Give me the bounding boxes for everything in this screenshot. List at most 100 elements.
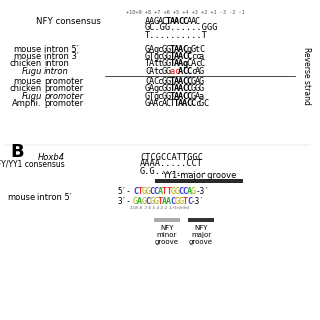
Text: T: T bbox=[170, 99, 175, 108]
Text: C: C bbox=[187, 99, 192, 108]
Text: C: C bbox=[150, 188, 155, 196]
Text: C: C bbox=[154, 188, 159, 196]
Text: intron 5′: intron 5′ bbox=[44, 44, 79, 53]
Text: C: C bbox=[187, 197, 192, 206]
Text: C: C bbox=[182, 77, 188, 86]
Text: c: c bbox=[157, 92, 163, 101]
Text: A: A bbox=[178, 67, 183, 76]
Text: -3: -3 bbox=[160, 206, 164, 210]
Text: C: C bbox=[166, 99, 171, 108]
Text: T: T bbox=[166, 17, 171, 26]
Text: G: G bbox=[145, 99, 150, 108]
Text: T: T bbox=[170, 52, 175, 61]
Text: G: G bbox=[174, 197, 180, 206]
Text: mouse: mouse bbox=[7, 193, 35, 202]
Text: -6: -6 bbox=[148, 206, 152, 210]
Text: A: A bbox=[178, 60, 183, 68]
Text: mouse: mouse bbox=[14, 44, 42, 53]
Text: NFY/YY1 consensus: NFY/YY1 consensus bbox=[0, 159, 65, 169]
Text: A: A bbox=[178, 52, 183, 61]
Text: G: G bbox=[170, 188, 175, 196]
Text: c: c bbox=[157, 52, 163, 61]
Text: -9: -9 bbox=[135, 206, 139, 210]
Text: -3′: -3′ bbox=[195, 188, 209, 196]
Text: A: A bbox=[187, 17, 192, 26]
Text: t: t bbox=[195, 44, 200, 53]
Text: B: B bbox=[10, 143, 24, 161]
Text: NFY
major
groove: NFY major groove bbox=[189, 225, 213, 245]
Text: A: A bbox=[149, 17, 155, 26]
Text: G: G bbox=[166, 92, 171, 101]
Text: -2: -2 bbox=[164, 206, 168, 210]
Text: Amphi.: Amphi. bbox=[12, 99, 42, 108]
Text: G: G bbox=[195, 84, 200, 93]
Text: intron 5′: intron 5′ bbox=[37, 193, 72, 202]
Text: -1: -1 bbox=[168, 206, 172, 210]
Text: A: A bbox=[174, 17, 179, 26]
Text: g: g bbox=[182, 60, 188, 68]
Text: A: A bbox=[149, 60, 155, 68]
Text: -5: -5 bbox=[152, 206, 156, 210]
Text: G.G..........: G.G.......... bbox=[140, 166, 208, 175]
Text: A: A bbox=[178, 44, 183, 53]
Text: A: A bbox=[170, 17, 175, 26]
FancyBboxPatch shape bbox=[155, 179, 243, 183]
Text: -4: -4 bbox=[156, 206, 160, 210]
Text: G: G bbox=[191, 84, 196, 93]
Text: A: A bbox=[182, 99, 188, 108]
Text: G: G bbox=[199, 99, 204, 108]
Text: mouse: mouse bbox=[14, 77, 42, 86]
Text: T..........T: T..........T bbox=[145, 30, 208, 39]
Text: 3′-: 3′- bbox=[117, 197, 131, 206]
Text: a: a bbox=[199, 92, 204, 101]
Text: C: C bbox=[146, 197, 150, 206]
Text: Hoxb4: Hoxb4 bbox=[38, 153, 65, 162]
Text: C: C bbox=[178, 17, 183, 26]
Text: promoter: promoter bbox=[44, 92, 83, 101]
Text: A: A bbox=[162, 99, 167, 108]
Text: G: G bbox=[199, 84, 204, 93]
Text: c: c bbox=[157, 77, 163, 86]
Text: c: c bbox=[191, 67, 196, 76]
Text: chicken: chicken bbox=[10, 84, 42, 93]
Text: A: A bbox=[174, 84, 179, 93]
Text: promoter: promoter bbox=[44, 99, 83, 108]
Text: YY1-major groove: YY1-major groove bbox=[162, 172, 236, 180]
Text: A: A bbox=[145, 17, 150, 26]
FancyBboxPatch shape bbox=[154, 218, 180, 222]
Text: T: T bbox=[170, 60, 175, 68]
Text: A: A bbox=[149, 67, 155, 76]
Text: t: t bbox=[153, 67, 158, 76]
Text: C: C bbox=[183, 188, 188, 196]
Text: A: A bbox=[178, 84, 183, 93]
Text: G: G bbox=[145, 44, 150, 53]
Text: c: c bbox=[174, 67, 179, 76]
Text: C: C bbox=[133, 188, 138, 196]
Text: G: G bbox=[154, 197, 159, 206]
Text: C: C bbox=[187, 60, 192, 68]
FancyBboxPatch shape bbox=[188, 218, 214, 222]
Text: A: A bbox=[153, 99, 158, 108]
Text: G: G bbox=[145, 92, 150, 101]
Text: G: G bbox=[145, 84, 150, 93]
Text: G: G bbox=[191, 188, 196, 196]
Text: A: A bbox=[195, 77, 200, 86]
Text: Fugu: Fugu bbox=[22, 92, 42, 101]
Text: G: G bbox=[191, 92, 196, 101]
Text: G: G bbox=[191, 77, 196, 86]
Text: A: A bbox=[174, 44, 179, 53]
Text: chicken: chicken bbox=[10, 60, 42, 68]
Text: Fugu: Fugu bbox=[22, 67, 42, 76]
Text: g: g bbox=[187, 44, 192, 53]
Text: -10: -10 bbox=[130, 206, 136, 210]
Text: A: A bbox=[178, 99, 183, 108]
Text: C: C bbox=[187, 67, 192, 76]
Text: promoter: promoter bbox=[44, 77, 83, 86]
Text: c: c bbox=[191, 52, 196, 61]
Text: T: T bbox=[174, 99, 179, 108]
Text: G: G bbox=[166, 67, 171, 76]
Text: intron: intron bbox=[44, 67, 69, 76]
Text: G: G bbox=[162, 84, 167, 93]
Text: NFY
minor
groove: NFY minor groove bbox=[155, 225, 179, 245]
Text: T: T bbox=[170, 77, 175, 86]
